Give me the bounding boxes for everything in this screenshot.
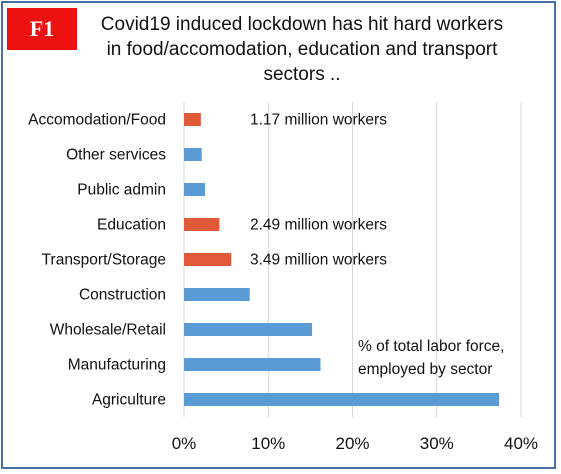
bar-annotation: 2.49 million workers [250, 217, 387, 234]
chart-note-line: employed by sector [358, 361, 492, 378]
category-label: Wholesale/Retail [50, 322, 166, 339]
bar [184, 148, 202, 161]
category-label: Public admin [77, 182, 166, 199]
bar-annotation: 3.49 million workers [250, 252, 387, 269]
chart-note-line: % of total labor force, [358, 338, 504, 355]
bar-annotation: 1.17 million workers [250, 112, 387, 129]
x-tick-label: 10% [251, 434, 285, 453]
x-tick-label: 0% [172, 434, 197, 453]
category-label: Other services [66, 147, 166, 164]
x-tick-label: 20% [335, 434, 369, 453]
bar [184, 113, 201, 126]
chart-frame [1, 1, 556, 469]
bar [184, 323, 313, 336]
bar [184, 288, 250, 301]
category-label: Accomodation/Food [28, 112, 166, 129]
figure-badge: F1 [7, 8, 77, 50]
category-label: Agriculture [92, 392, 166, 409]
x-tick-label: 40% [504, 434, 538, 453]
chart-title-line: in food/accomodation, education and tran… [106, 39, 498, 60]
chart-title-line: Covid19 induced lockdown has hit hard wo… [100, 14, 504, 35]
chart-title-line: sectors .. [263, 64, 341, 85]
bar [184, 393, 500, 406]
category-label: Manufacturing [68, 357, 166, 374]
category-label: Education [97, 217, 166, 234]
category-label: Construction [79, 287, 166, 304]
bar [184, 358, 321, 371]
bar [184, 253, 232, 266]
bar [184, 183, 206, 196]
x-tick-label: 30% [420, 434, 454, 453]
category-label: Transport/Storage [42, 252, 166, 269]
bar [184, 218, 220, 231]
chart-title: Covid19 induced lockdown has hit hard wo… [82, 12, 522, 87]
